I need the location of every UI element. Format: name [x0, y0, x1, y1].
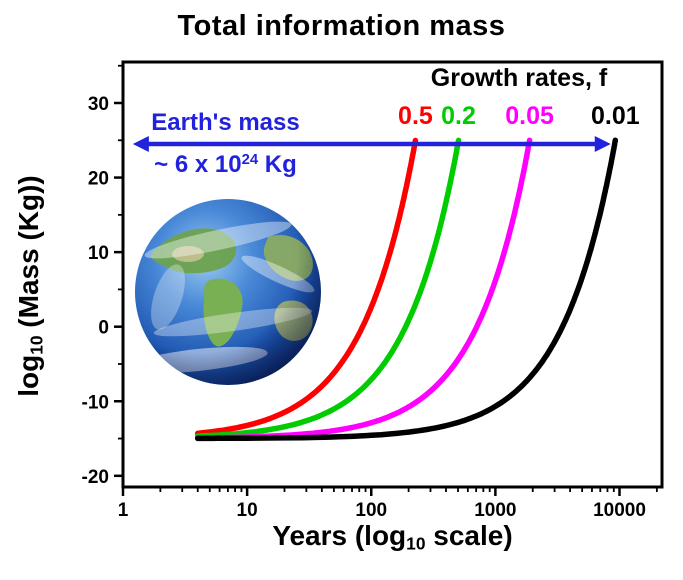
legend-title: Growth rates, f [430, 64, 608, 92]
x-axis-title-text: Years (log [272, 520, 407, 551]
y-tick-label: 30 [88, 94, 109, 115]
plot-frame [121, 60, 664, 489]
legend-rate-0.5: 0.5 [398, 102, 433, 130]
earth-mass-value: ~ 6 x 1024 Kg [126, 151, 325, 179]
curve-f-0.2 [194, 137, 462, 439]
x-axis-title-sub: 10 [406, 533, 426, 554]
earth-mass-value-base: ~ 6 x 10 [154, 151, 242, 178]
y-axis-title-text: log [13, 354, 44, 397]
x-tick-label: 100 [355, 500, 387, 521]
chart-title: Total information mass [177, 10, 506, 42]
curve-f-0.01 [194, 137, 619, 442]
x-tick-label: 10 [237, 500, 258, 521]
legend-rate-0.2: 0.2 [441, 102, 476, 130]
y-tick-label: 0 [98, 318, 109, 339]
y-axis-title-suffix: (Mass (Kg)) [13, 175, 44, 336]
x-tick-label: 10000 [593, 500, 646, 521]
y-tick-label: -20 [82, 467, 109, 488]
y-axis-title-sub: 10 [26, 335, 47, 355]
earth-mass-arrow-left-head [132, 136, 149, 153]
y-tick-label: -10 [82, 392, 109, 413]
earth-mass-label: Earth's mass [151, 109, 300, 136]
x-axis-title: Years (log10 scale) [123, 520, 662, 554]
earth-mass-value-unit: Kg [258, 151, 297, 178]
earth-mass-arrow-right-head [594, 136, 611, 153]
legend-rate-0.01: 0.01 [591, 102, 640, 130]
curve-f-0.05 [194, 137, 533, 441]
curve-f-0.5 [194, 137, 419, 437]
y-axis-title: log10 (Mass (Kg)) [13, 76, 47, 496]
y-tick-label: 10 [88, 243, 109, 264]
earth-mass-value-exponent: 24 [241, 151, 259, 168]
y-tick-label: 20 [88, 169, 109, 190]
x-tick-label: 1 [118, 500, 129, 521]
x-axis-title-suffix: scale) [425, 520, 513, 551]
x-tick-label: 1000 [474, 500, 516, 521]
legend-rate-0.05: 0.05 [505, 102, 554, 130]
earth-image [135, 199, 321, 385]
